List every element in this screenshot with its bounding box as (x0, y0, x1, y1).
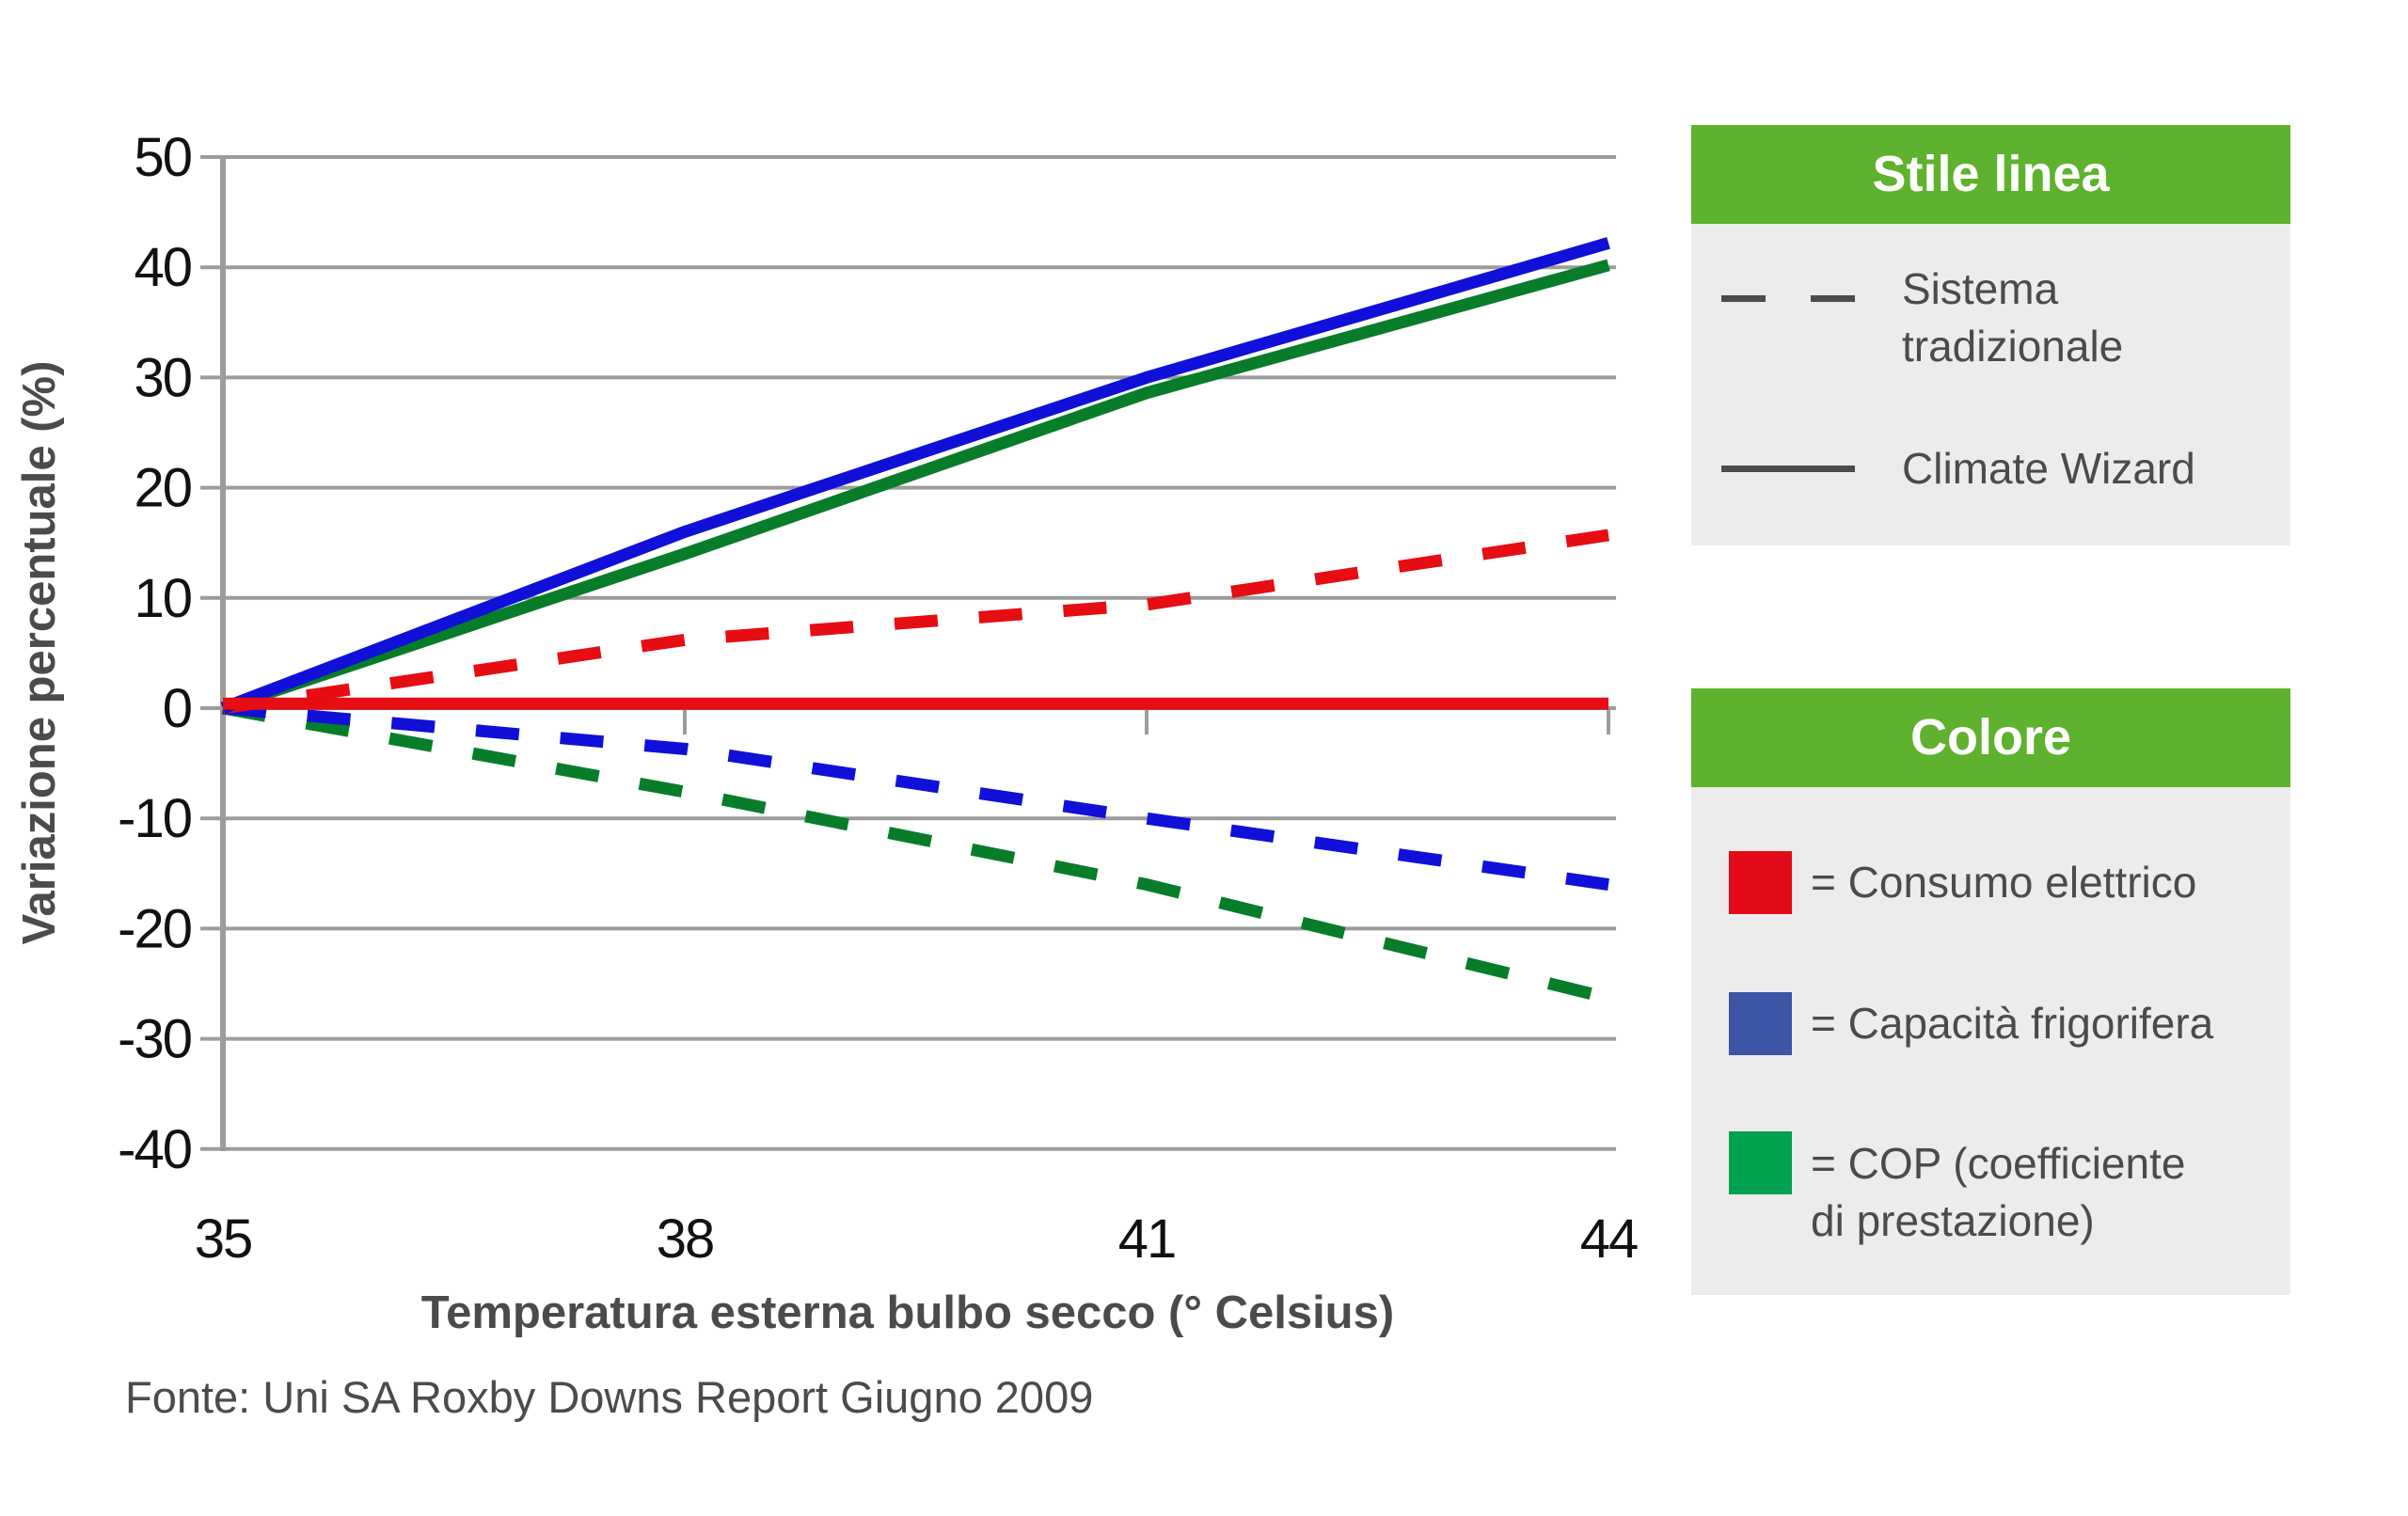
y-tick-label: 10 (134, 568, 191, 629)
series-line-5 (221, 702, 1610, 1004)
legend-label-cop: = COP (coefficiente di prestazione) (1811, 1139, 2186, 1245)
blue-swatch (1729, 992, 1792, 1055)
x-tick-label: 35 (195, 1208, 252, 1270)
series-lines (220, 237, 1610, 1004)
color-legend-body: = Consumo elettrico = Capacità frigorife… (1691, 787, 2290, 1295)
x-tick-labels: 35 38 41 44 (195, 1208, 1640, 1270)
y-tick-label: 0 (163, 678, 191, 739)
green-swatch (1729, 1131, 1792, 1194)
color-legend-title: Colore (1691, 688, 2290, 787)
y-axis-title: Variazione percentuale (%) (14, 361, 65, 945)
dashed-line-sample (1721, 295, 1855, 302)
series-line-4 (220, 259, 1610, 715)
y-tick-label: 30 (134, 347, 191, 408)
y-tick-label: 50 (134, 127, 191, 188)
series-line-2 (220, 237, 1610, 715)
legend-label-climate-wizard: Climate Wizard (1902, 444, 2195, 493)
y-tick-label: 40 (134, 237, 191, 298)
line-style-legend-title: Stile linea (1691, 125, 2290, 224)
line-style-legend-body: Sistema tradizionale Climate Wizard (1691, 224, 2290, 545)
x-axis-ticks (683, 708, 1611, 734)
y-tick-label: -40 (118, 1119, 191, 1180)
y-tick-label: -20 (118, 898, 191, 959)
y-tick-label: 20 (134, 458, 191, 519)
red-swatch (1729, 851, 1792, 914)
legend-label-capacita-frigorifera: = Capacità frigorifera (1811, 999, 2214, 1048)
dash-segment (1721, 295, 1766, 302)
x-tick-label: 38 (657, 1208, 714, 1270)
legend-label-consumo-elettrico: = Consumo elettrico (1811, 858, 2197, 907)
x-tick-label: 44 (1580, 1208, 1638, 1270)
y-tick-labels: 50 40 30 20 10 0 -10 -20 -30 -40 (118, 127, 193, 1180)
y-tick-label: -10 (118, 788, 191, 849)
series-line-3 (222, 702, 1609, 891)
y-tick-label: -30 (118, 1009, 191, 1070)
source-note: Fonte: Uni SA Roxby Downs Report Giugno … (125, 1372, 1093, 1422)
x-axis-title: Temperatura esterna bulbo secco (° Celsi… (421, 1287, 1394, 1338)
legend-label-sistema-tradizionale: Sistema tradizionale (1902, 264, 2124, 371)
dash-segment (1811, 295, 1855, 302)
x-tick-label: 41 (1118, 1208, 1176, 1270)
series-line-1 (222, 529, 1609, 715)
color-legend: Colore = Consumo elettrico = Capacità fr… (1691, 688, 2290, 1295)
line-style-legend: Stile linea Sistema tradizionale Climate… (1691, 125, 2290, 545)
solid-line-sample (1721, 466, 1855, 472)
